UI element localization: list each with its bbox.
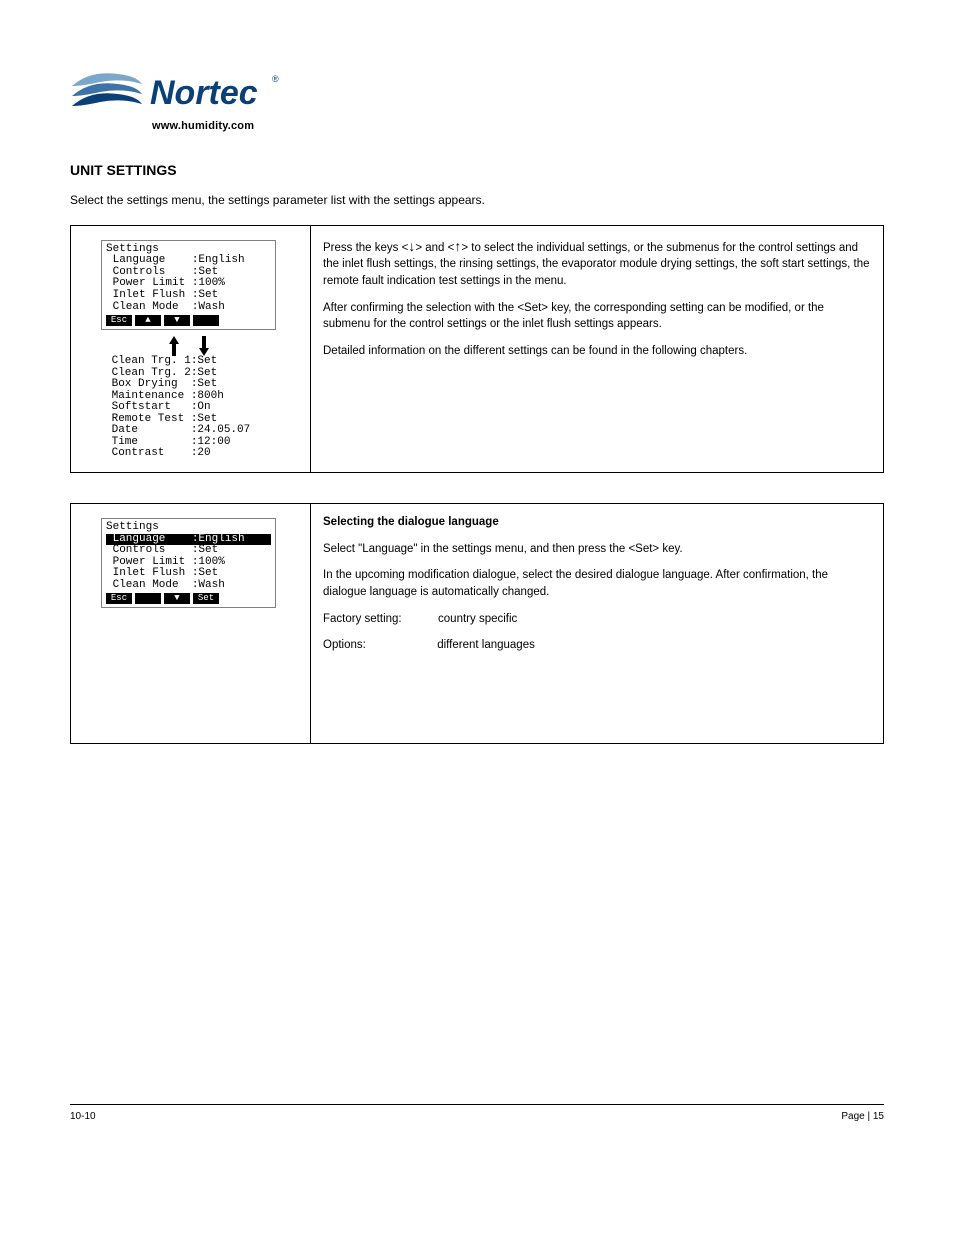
- options-label: Options:: [323, 639, 366, 651]
- footer-right: Page | 15: [841, 1111, 884, 1122]
- arrow-down-icon: [198, 336, 210, 356]
- arrow-up-icon: [168, 336, 180, 356]
- nortec-logo-icon: Nortec ®: [70, 60, 280, 122]
- options-value: different languages: [437, 639, 535, 651]
- lcd1-blank-button[interactable]: [193, 315, 219, 326]
- lcd2-title: Settings: [106, 522, 271, 534]
- panel1-desc1-pre: Press the keys <: [323, 242, 408, 254]
- lcd-row: Clean Mode :Wash: [106, 580, 271, 592]
- panel2-lcd-cell: Settings Language :English Controls :Set…: [71, 504, 311, 744]
- panel1-text-cell: Press the keys <↓> and <↑> to select the…: [311, 225, 884, 472]
- panel1-lcd-cell: Settings Language :English Controls :Set…: [71, 225, 311, 472]
- lcd1-rows-bottom-list: Clean Trg. 1:Set Clean Trg. 2:Set Box Dr…: [101, 356, 276, 462]
- lcd2-esc-button[interactable]: Esc: [106, 593, 132, 604]
- panel2-heading-text: Selecting the dialogue language: [323, 516, 499, 528]
- panel1-desc2: After confirming the selection with the …: [323, 300, 871, 333]
- footer-left: 10-10: [70, 1111, 96, 1122]
- lcd1-down-button[interactable]: ▼: [164, 315, 190, 326]
- p2d1: Select "Language" in the settings menu, …: [323, 543, 683, 555]
- lcd2-down-button[interactable]: ▼: [164, 593, 190, 604]
- lcd1-up-button[interactable]: ▲: [135, 315, 161, 326]
- panel1-desc1-mid: > and <: [415, 242, 454, 254]
- logo-block: Nortec ® www.humidity.com: [70, 60, 884, 132]
- svg-text:®: ®: [272, 74, 279, 84]
- lcd-row: Clean Trg. 1:Set: [105, 356, 272, 368]
- lcd-row: Inlet Flush :Set: [106, 290, 271, 302]
- lcd1-esc-button[interactable]: Esc: [106, 315, 132, 326]
- panel2-text-cell: Selecting the dialogue language Select "…: [311, 504, 884, 744]
- logo-text: Nortec: [150, 74, 258, 112]
- panel2-factory: Factory setting: country specific: [323, 611, 871, 628]
- section-intro: Select the settings menu, the settings p…: [70, 192, 884, 209]
- lcd2-set-button[interactable]: Set: [193, 593, 219, 604]
- lcd-row: Controls :Set: [106, 545, 271, 557]
- logo-url: www.humidity.com: [152, 120, 884, 132]
- panel-2: Settings Language :English Controls :Set…: [70, 503, 884, 744]
- section-title: UNIT SETTINGS: [70, 162, 884, 178]
- lcd2-blank-button[interactable]: [135, 593, 161, 604]
- lcd-row: Contrast :20: [105, 448, 272, 460]
- lcd1-nav: Esc ▲ ▼: [106, 315, 271, 326]
- lcd-screen-1: Settings Language :English Controls :Set…: [101, 240, 276, 330]
- panel1-desc3: Detailed information on the different se…: [323, 343, 871, 360]
- lcd-screen-2: Settings Language :English Controls :Set…: [101, 518, 276, 608]
- page-footer: 10-10 Page | 15: [70, 1104, 884, 1122]
- panel1-desc1: Press the keys <↓> and <↑> to select the…: [323, 236, 871, 290]
- lcd1-scroll-arrows: [101, 336, 276, 356]
- lcd-row: Inlet Flush :Set: [106, 568, 271, 580]
- lcd-row: Box Drying :Set: [105, 379, 272, 391]
- factory-label: Factory setting:: [323, 613, 402, 625]
- panel2-heading: Selecting the dialogue language: [323, 514, 871, 531]
- panel2-desc2: In the upcoming modification dialogue, s…: [323, 567, 871, 600]
- lcd2-nav: Esc ▼ Set: [106, 593, 271, 604]
- panel2-options: Options: different languages: [323, 637, 871, 654]
- lcd-row: Clean Mode :Wash: [106, 302, 271, 314]
- panel-1: Settings Language :English Controls :Set…: [70, 225, 884, 473]
- panel2-desc1: Select "Language" in the settings menu, …: [323, 541, 871, 558]
- factory-value: country specific: [438, 613, 517, 625]
